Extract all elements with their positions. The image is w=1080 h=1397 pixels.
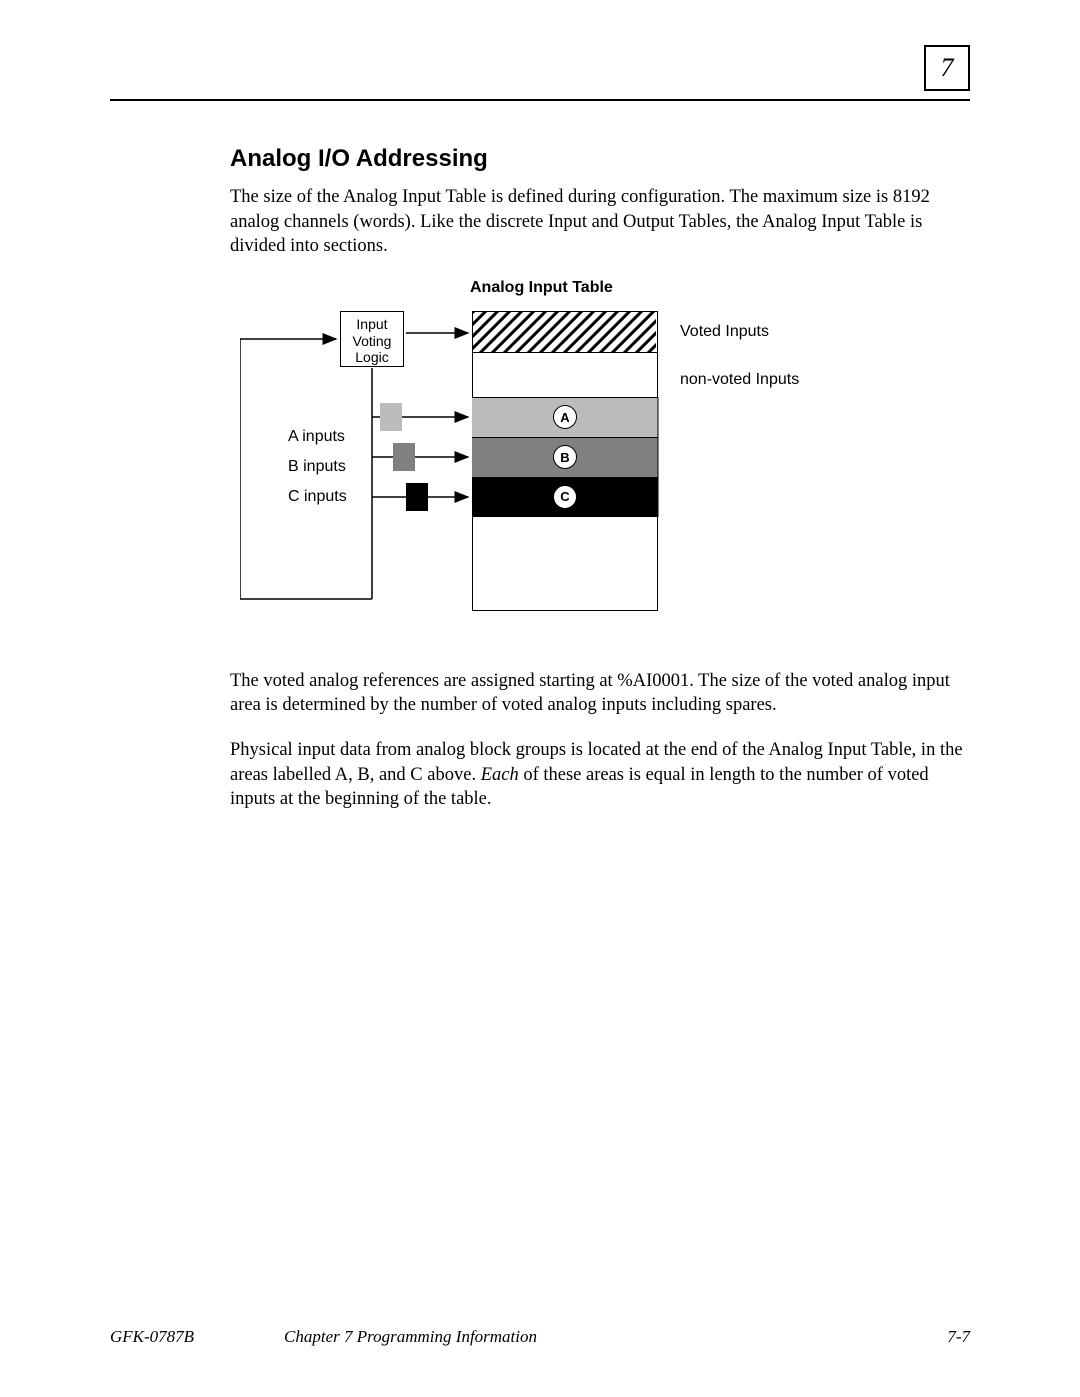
footer-doc-id: GFK-0787B bbox=[110, 1327, 194, 1347]
header-rule bbox=[110, 99, 970, 101]
page-number: 7 bbox=[941, 53, 954, 83]
paragraph-3: Physical input data from analog block gr… bbox=[230, 738, 970, 812]
section-heading: Analog I/O Addressing bbox=[230, 145, 970, 173]
content-area: Analog I/O Addressing The size of the An… bbox=[230, 145, 970, 812]
analog-input-diagram: Analog Input Table Input Voting Logic bbox=[240, 279, 880, 639]
diagram-arrows bbox=[240, 279, 880, 639]
paragraph-2: The voted analog references are assigned… bbox=[230, 669, 970, 718]
intro-paragraph: The size of the Analog Input Table is de… bbox=[230, 185, 970, 259]
footer-chapter: Chapter 7 Programming Information bbox=[284, 1327, 947, 1347]
page-number-box: 7 bbox=[924, 45, 970, 91]
page-footer: GFK-0787B Chapter 7 Programming Informat… bbox=[110, 1327, 970, 1347]
para3-em: Each bbox=[481, 765, 519, 785]
footer-page: 7-7 bbox=[947, 1327, 970, 1347]
